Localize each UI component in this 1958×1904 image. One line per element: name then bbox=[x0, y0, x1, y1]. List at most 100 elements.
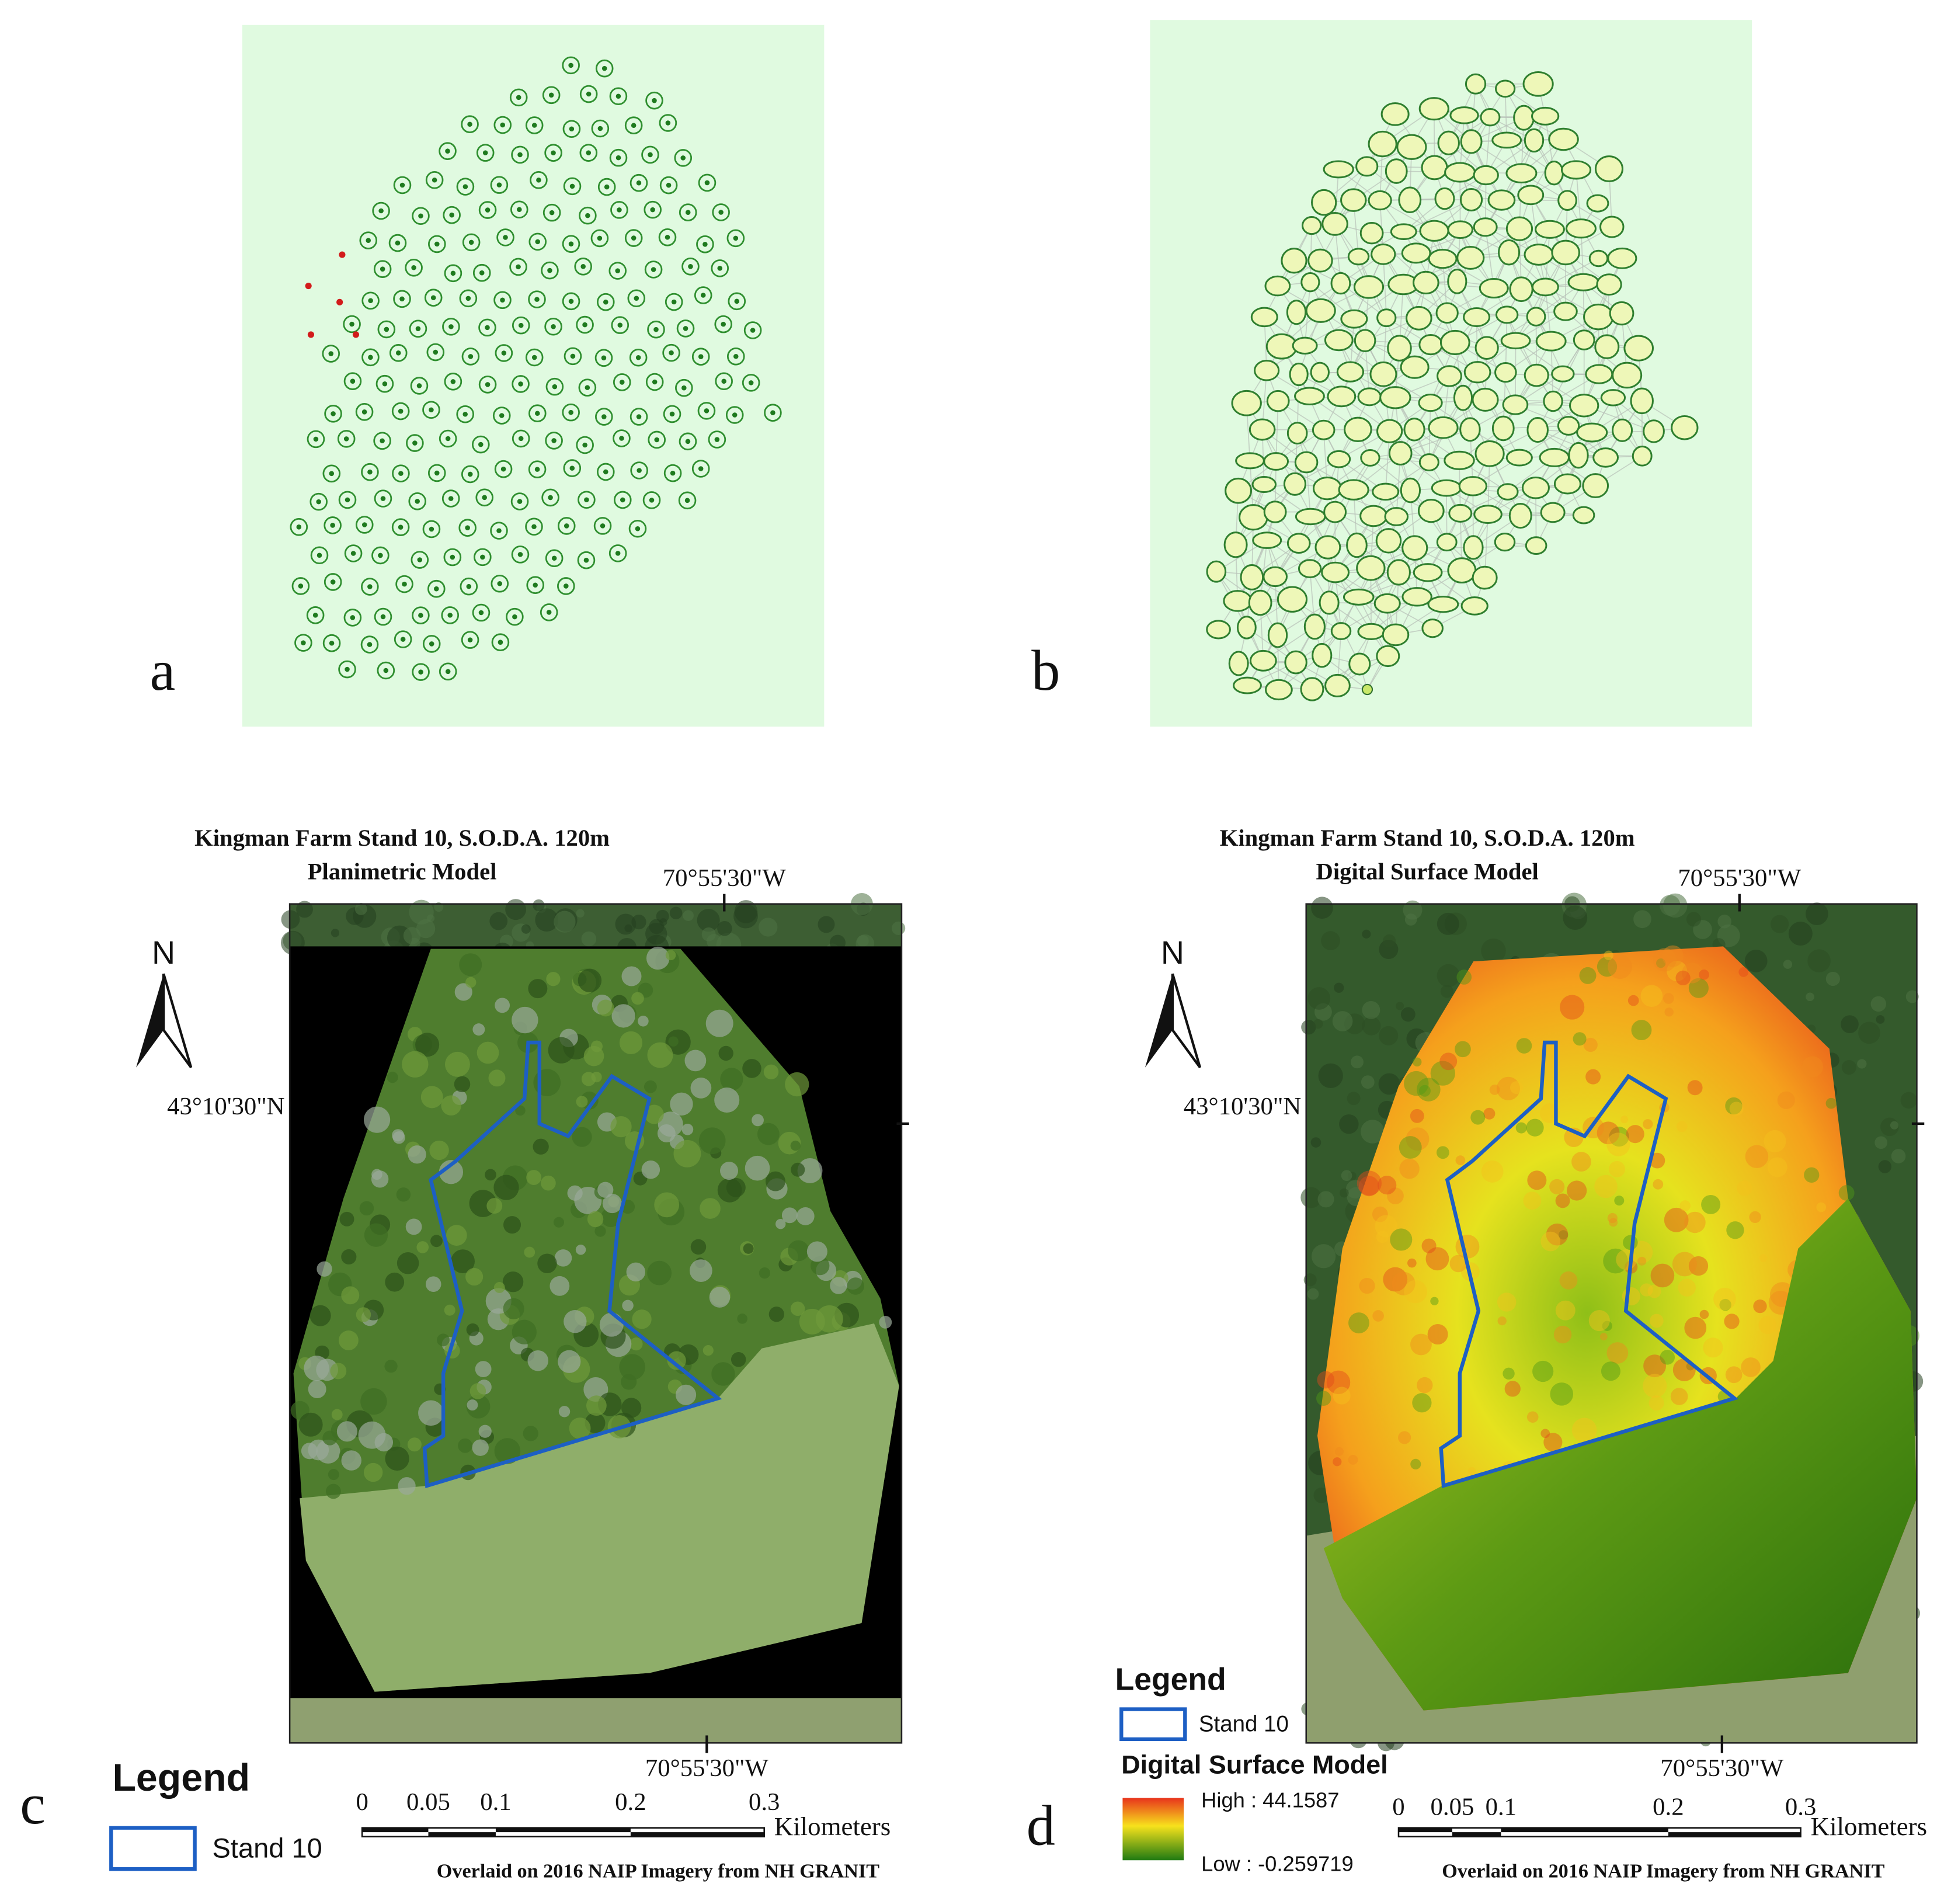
camera-ellipse bbox=[1327, 385, 1357, 408]
tie-point-ring bbox=[663, 405, 681, 423]
tie-point-ring bbox=[412, 207, 430, 225]
canopy-texture bbox=[458, 1438, 472, 1453]
dsm-texture bbox=[1390, 1228, 1413, 1251]
tie-point bbox=[732, 412, 738, 418]
tie-point bbox=[536, 178, 541, 183]
camera-ellipse bbox=[1388, 441, 1413, 465]
camera-ellipse bbox=[1522, 71, 1554, 97]
imagery-texture bbox=[521, 924, 531, 934]
canopy-texture bbox=[418, 1400, 444, 1426]
imagery-texture bbox=[1563, 905, 1588, 930]
camera-ellipse bbox=[1403, 418, 1425, 442]
camera-ellipse bbox=[1479, 277, 1509, 299]
tie-point-ring bbox=[375, 374, 394, 393]
panel-label: b bbox=[1031, 639, 1060, 703]
tie-point bbox=[670, 470, 676, 476]
dsm-texture bbox=[1650, 1263, 1675, 1288]
canopy-texture bbox=[488, 1069, 506, 1087]
imagery-texture bbox=[1403, 900, 1423, 920]
dsm-texture bbox=[1640, 1283, 1653, 1297]
camera-ellipse bbox=[1612, 418, 1633, 442]
tie-point-ring bbox=[726, 229, 745, 248]
camera-ellipse bbox=[1505, 163, 1538, 183]
camera-ellipse bbox=[1321, 211, 1348, 236]
canopy-texture bbox=[429, 1140, 449, 1161]
scale-tick-label: 0.05 bbox=[1431, 1793, 1474, 1820]
dsm-texture bbox=[1560, 995, 1585, 1020]
imagery-texture bbox=[631, 914, 646, 930]
imagery-texture bbox=[1362, 1000, 1380, 1019]
dsm-texture bbox=[1608, 1161, 1625, 1177]
camera-ellipse bbox=[1252, 531, 1282, 549]
imagery-texture bbox=[1351, 1055, 1364, 1069]
dsm-texture bbox=[1550, 1382, 1574, 1406]
camera-ellipse bbox=[1371, 243, 1396, 265]
tie-point-ring bbox=[609, 87, 628, 106]
camera-ellipse bbox=[1463, 535, 1484, 560]
tie-point bbox=[516, 95, 521, 100]
tie-point bbox=[702, 242, 708, 247]
canopy-texture bbox=[527, 1350, 548, 1371]
tie-point-ring bbox=[306, 606, 325, 624]
tie-point-ring bbox=[608, 544, 627, 562]
camera-ellipse bbox=[1517, 185, 1545, 206]
tie-point bbox=[601, 414, 607, 419]
tie-point-ring bbox=[462, 233, 481, 252]
tie-point-ring bbox=[613, 373, 631, 391]
imagery-texture bbox=[576, 909, 585, 918]
camera-ellipse bbox=[1473, 165, 1499, 186]
camera-ellipse bbox=[1599, 216, 1625, 238]
canopy-texture bbox=[709, 1287, 731, 1308]
tie-point-ring bbox=[324, 405, 342, 423]
tie-point-ring bbox=[322, 464, 341, 483]
imagery-texture bbox=[416, 919, 436, 939]
tie-point bbox=[685, 210, 691, 215]
canopy-texture bbox=[444, 1304, 455, 1316]
tie-point-ring bbox=[562, 403, 580, 422]
canopy-texture bbox=[548, 1037, 575, 1064]
imagery-texture bbox=[701, 927, 716, 941]
tie-point bbox=[434, 586, 439, 592]
camera-ellipse bbox=[1372, 482, 1400, 501]
canopy-texture bbox=[569, 1417, 591, 1439]
tie-point-ring bbox=[478, 318, 496, 337]
tie-point bbox=[412, 440, 418, 446]
tie-point-ring bbox=[691, 460, 710, 478]
tie-point-ring bbox=[576, 315, 594, 334]
tie-point bbox=[399, 296, 405, 302]
map-title: Kingman Farm Stand 10, S.O.D.A. 120m bbox=[194, 825, 610, 851]
canopy-texture bbox=[597, 1182, 614, 1198]
north-label: N bbox=[1161, 934, 1184, 971]
tie-point bbox=[398, 524, 404, 530]
canopy-texture bbox=[371, 1169, 382, 1180]
imagery-texture bbox=[1437, 964, 1460, 988]
tie-point bbox=[586, 91, 592, 97]
tie-point bbox=[350, 615, 356, 620]
network-edge-light bbox=[1400, 429, 1470, 454]
tie-point bbox=[568, 298, 574, 304]
tie-point bbox=[750, 328, 756, 333]
canopy-texture bbox=[647, 1260, 672, 1285]
canopy-texture bbox=[526, 1170, 542, 1185]
canopy-texture bbox=[775, 1218, 786, 1229]
camera-point bbox=[1361, 683, 1373, 696]
canopy-texture bbox=[439, 1160, 464, 1184]
tie-point bbox=[748, 380, 754, 385]
tie-point bbox=[417, 557, 423, 562]
tie-point bbox=[669, 350, 674, 356]
imagery-texture bbox=[1361, 1075, 1375, 1089]
tie-point bbox=[704, 408, 710, 414]
tie-point-ring bbox=[726, 348, 745, 366]
canopy-texture bbox=[465, 977, 477, 988]
imagery-texture bbox=[1400, 1007, 1416, 1022]
canopy-texture bbox=[485, 1169, 496, 1181]
tie-point-ring bbox=[578, 378, 597, 397]
latitude-label: 43°10'30"N bbox=[1184, 1093, 1301, 1120]
canopy-texture bbox=[360, 1388, 387, 1415]
tie-point-ring bbox=[676, 319, 695, 338]
longitude-label: 70°55'30"W bbox=[1660, 1754, 1784, 1782]
tie-point bbox=[449, 212, 454, 218]
tie-point-ring bbox=[579, 85, 598, 103]
dsm-texture bbox=[1540, 1231, 1561, 1252]
imagery-texture bbox=[1310, 1137, 1321, 1148]
